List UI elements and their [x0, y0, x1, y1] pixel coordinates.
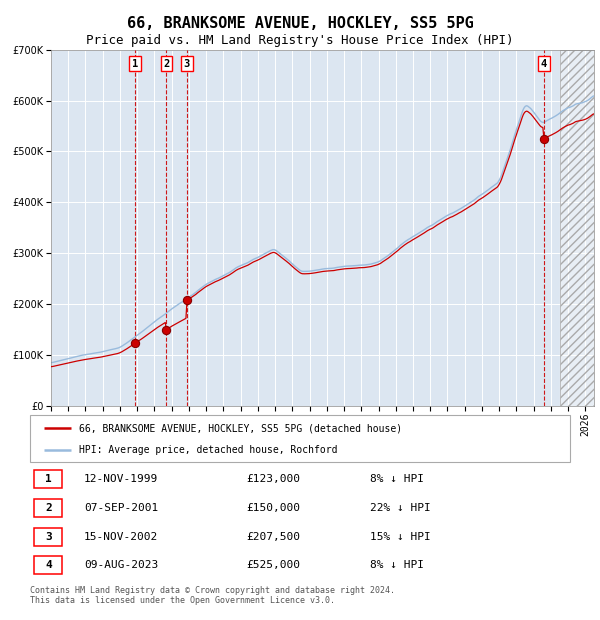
Text: 8% ↓ HPI: 8% ↓ HPI	[370, 474, 424, 484]
Text: 2: 2	[163, 58, 169, 69]
Text: 4: 4	[541, 58, 547, 69]
Text: 12-NOV-1999: 12-NOV-1999	[84, 474, 158, 484]
Point	[182, 296, 191, 306]
Text: Price paid vs. HM Land Registry's House Price Index (HPI): Price paid vs. HM Land Registry's House …	[86, 34, 514, 47]
Text: £525,000: £525,000	[246, 560, 300, 570]
Bar	[34, 499, 62, 517]
Text: 3: 3	[184, 58, 190, 69]
Text: HPI: Average price, detached house, Rochford: HPI: Average price, detached house, Roch…	[79, 445, 337, 455]
Text: Contains HM Land Registry data © Crown copyright and database right 2024.
This d: Contains HM Land Registry data © Crown c…	[30, 586, 395, 605]
Text: 15% ↓ HPI: 15% ↓ HPI	[370, 532, 431, 542]
Text: 66, BRANKSOME AVENUE, HOCKLEY, SS5 5PG: 66, BRANKSOME AVENUE, HOCKLEY, SS5 5PG	[127, 16, 473, 30]
Text: 07-SEP-2001: 07-SEP-2001	[84, 503, 158, 513]
Point	[161, 325, 171, 335]
Text: 2: 2	[45, 503, 52, 513]
Text: 3: 3	[45, 532, 52, 542]
Bar	[560, 50, 594, 406]
Text: £150,000: £150,000	[246, 503, 300, 513]
Text: 4: 4	[45, 560, 52, 570]
Text: £207,500: £207,500	[246, 532, 300, 542]
Bar	[560, 50, 594, 406]
Bar	[34, 471, 62, 488]
Bar	[34, 528, 62, 546]
Text: 1: 1	[132, 58, 138, 69]
Point	[539, 134, 549, 144]
Text: 1: 1	[45, 474, 52, 484]
Text: 09-AUG-2023: 09-AUG-2023	[84, 560, 158, 570]
Bar	[34, 557, 62, 574]
Text: 8% ↓ HPI: 8% ↓ HPI	[370, 560, 424, 570]
Point	[130, 339, 140, 348]
Text: £123,000: £123,000	[246, 474, 300, 484]
Text: 66, BRANKSOME AVENUE, HOCKLEY, SS5 5PG (detached house): 66, BRANKSOME AVENUE, HOCKLEY, SS5 5PG (…	[79, 423, 402, 433]
Text: 22% ↓ HPI: 22% ↓ HPI	[370, 503, 431, 513]
Text: 15-NOV-2002: 15-NOV-2002	[84, 532, 158, 542]
